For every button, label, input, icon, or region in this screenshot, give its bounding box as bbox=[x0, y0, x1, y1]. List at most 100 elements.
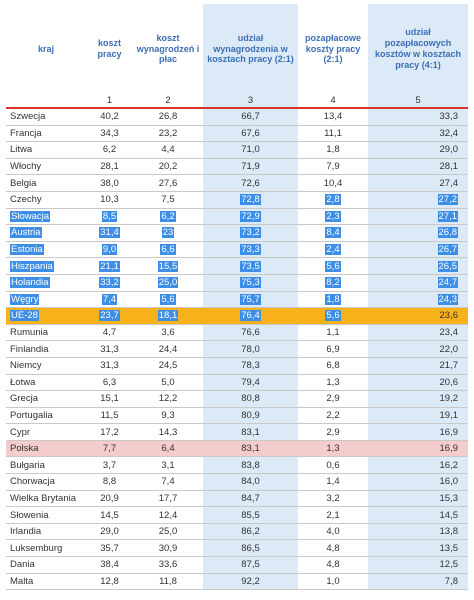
country-cell: Litwa bbox=[6, 141, 86, 159]
selected-text: 2,4 bbox=[325, 244, 341, 256]
value-cell: 76,6 bbox=[203, 324, 298, 342]
value-cell: 38,0 bbox=[86, 174, 133, 192]
value-cell: 4,8 bbox=[298, 556, 368, 574]
data-row: Portugalia 11,5 9,3 80,9 2,2 19,1 bbox=[6, 407, 468, 425]
selected-text: Hiszpania bbox=[10, 260, 54, 272]
data-row: Austria 31,4 23 73,2 8,4 26,8 bbox=[6, 224, 468, 242]
value-cell: 5,6 bbox=[298, 307, 368, 325]
data-row: Luksemburg 35,7 30,9 86,5 4,8 13,5 bbox=[6, 539, 468, 558]
value-cell: 2,4 bbox=[298, 241, 368, 259]
value-cell: 83,8 bbox=[203, 456, 298, 475]
page: {"table": { "header": ["kraj", "koszt pr… bbox=[0, 4, 474, 600]
value-cell: 40,2 bbox=[86, 108, 133, 126]
data-row: Słowenia 14,5 12,4 85,5 2,1 14,5 bbox=[6, 506, 468, 524]
value-cell: 12,5 bbox=[368, 556, 468, 574]
selected-text: 18,1 bbox=[157, 310, 179, 322]
country-cell: Luksemburg bbox=[6, 539, 86, 558]
selected-text: 73,5 bbox=[240, 260, 261, 272]
selected-text: 8,5 bbox=[101, 210, 118, 222]
value-cell: 38,4 bbox=[86, 556, 133, 574]
selected-text: 23,7 bbox=[99, 310, 120, 322]
data-row: Węgry 7,4 5,6 75,7 1,8 24,3 bbox=[6, 291, 468, 309]
value-cell: 25,0 bbox=[133, 274, 203, 292]
country-cell: Łotwa bbox=[6, 374, 86, 392]
value-cell: 33,3 bbox=[368, 108, 468, 126]
value-cell: 5,0 bbox=[133, 374, 203, 392]
selected-text: Austria bbox=[10, 227, 42, 239]
country-cell: Bułgaria bbox=[6, 456, 86, 475]
value-cell: 1,1 bbox=[298, 324, 368, 342]
value-cell: 2,1 bbox=[298, 506, 368, 524]
value-cell: 14,3 bbox=[133, 423, 203, 441]
value-cell: 4,7 bbox=[86, 324, 133, 342]
selected-text: 24,3 bbox=[437, 293, 458, 305]
data-row: Szwecja 40,2 26,8 66,7 13,4 33,3 bbox=[6, 108, 468, 126]
table-body: 1 2 3 4 5 Szwecja 40,2 26,8 66,7 13,4 33,3 Francja 3… bbox=[6, 94, 468, 591]
selected-text: 1,8 bbox=[325, 293, 341, 305]
selected-text: 24,7 bbox=[437, 277, 458, 289]
data-row: Łotwa 6,3 5,0 79,4 1,3 20,6 bbox=[6, 374, 468, 392]
value-cell: 73,5 bbox=[203, 257, 298, 275]
selected-text: 75,7 bbox=[240, 293, 261, 305]
column-number: 4 bbox=[298, 94, 368, 109]
selected-text: 23 bbox=[161, 227, 175, 239]
value-cell: 12,2 bbox=[133, 390, 203, 408]
value-cell: 73,3 bbox=[203, 241, 298, 259]
value-cell: 1,8 bbox=[298, 291, 368, 309]
value-cell: 11,1 bbox=[298, 125, 368, 143]
country-cell: Cypr bbox=[6, 423, 86, 441]
selected-text: 76,4 bbox=[240, 310, 261, 322]
country-cell: Węgry bbox=[6, 291, 86, 309]
value-cell: 29,0 bbox=[368, 141, 468, 159]
selected-text: 26,7 bbox=[437, 244, 458, 256]
empty-cell bbox=[6, 94, 86, 109]
value-cell: 78,0 bbox=[203, 340, 298, 358]
selected-text: 5,6 bbox=[325, 310, 341, 322]
value-cell: 16,9 bbox=[368, 423, 468, 441]
country-cell: Grecja bbox=[6, 390, 86, 408]
value-cell: 76,4 bbox=[203, 307, 298, 325]
value-cell: 23,2 bbox=[133, 125, 203, 143]
value-cell: 24,7 bbox=[368, 274, 468, 292]
value-cell: 6,6 bbox=[133, 241, 203, 259]
value-cell: 21,7 bbox=[368, 357, 468, 375]
data-row: Malta 12,8 11,8 92,2 1,0 7,8 bbox=[6, 573, 468, 591]
country-cell: Włochy bbox=[6, 158, 86, 176]
value-cell: 13,8 bbox=[368, 523, 468, 541]
value-cell: 9,3 bbox=[133, 407, 203, 425]
selected-text: 9,0 bbox=[101, 244, 118, 256]
value-cell: 23,7 bbox=[86, 307, 133, 325]
value-cell: 7,9 bbox=[298, 158, 368, 176]
value-cell: 83,1 bbox=[203, 440, 298, 458]
value-cell: 85,5 bbox=[203, 506, 298, 524]
value-cell: 10,4 bbox=[298, 174, 368, 192]
selected-text: 2,3 bbox=[325, 210, 341, 222]
value-cell: 9,0 bbox=[86, 241, 133, 259]
value-cell: 11,8 bbox=[133, 573, 203, 591]
value-cell: 5,6 bbox=[133, 291, 203, 309]
selected-text: 8,2 bbox=[325, 277, 341, 289]
country-cell: Francja bbox=[6, 125, 86, 143]
value-cell: 27,4 bbox=[368, 174, 468, 192]
value-cell: 72,8 bbox=[203, 191, 298, 209]
value-cell: 20,6 bbox=[368, 374, 468, 392]
selected-text: UE-28 bbox=[10, 310, 39, 322]
value-cell: 7,7 bbox=[86, 440, 133, 458]
country-cell: Irlandia bbox=[6, 523, 86, 541]
value-cell: 24,3 bbox=[368, 291, 468, 309]
value-cell: 1,8 bbox=[298, 141, 368, 159]
value-cell: 12,8 bbox=[86, 573, 133, 591]
value-cell: 72,6 bbox=[203, 174, 298, 192]
value-cell: 80,8 bbox=[203, 390, 298, 408]
data-row: Belgia 38,0 27,6 72,6 10,4 27,4 bbox=[6, 174, 468, 192]
selected-text: 72,9 bbox=[240, 210, 261, 222]
column-header: koszt pracy bbox=[97, 38, 122, 59]
selected-text: 33,2 bbox=[99, 277, 120, 289]
value-cell: 1,3 bbox=[298, 374, 368, 392]
value-cell: 16,0 bbox=[368, 473, 468, 491]
selected-text: 6,6 bbox=[160, 244, 176, 256]
value-cell: 28,1 bbox=[86, 158, 133, 176]
labor-cost-table: kraj koszt pracy koszt wynagrodzeń i płac u… bbox=[6, 4, 468, 591]
data-row: Irlandia 29,0 25,0 86,2 4,0 13,8 bbox=[6, 523, 468, 541]
